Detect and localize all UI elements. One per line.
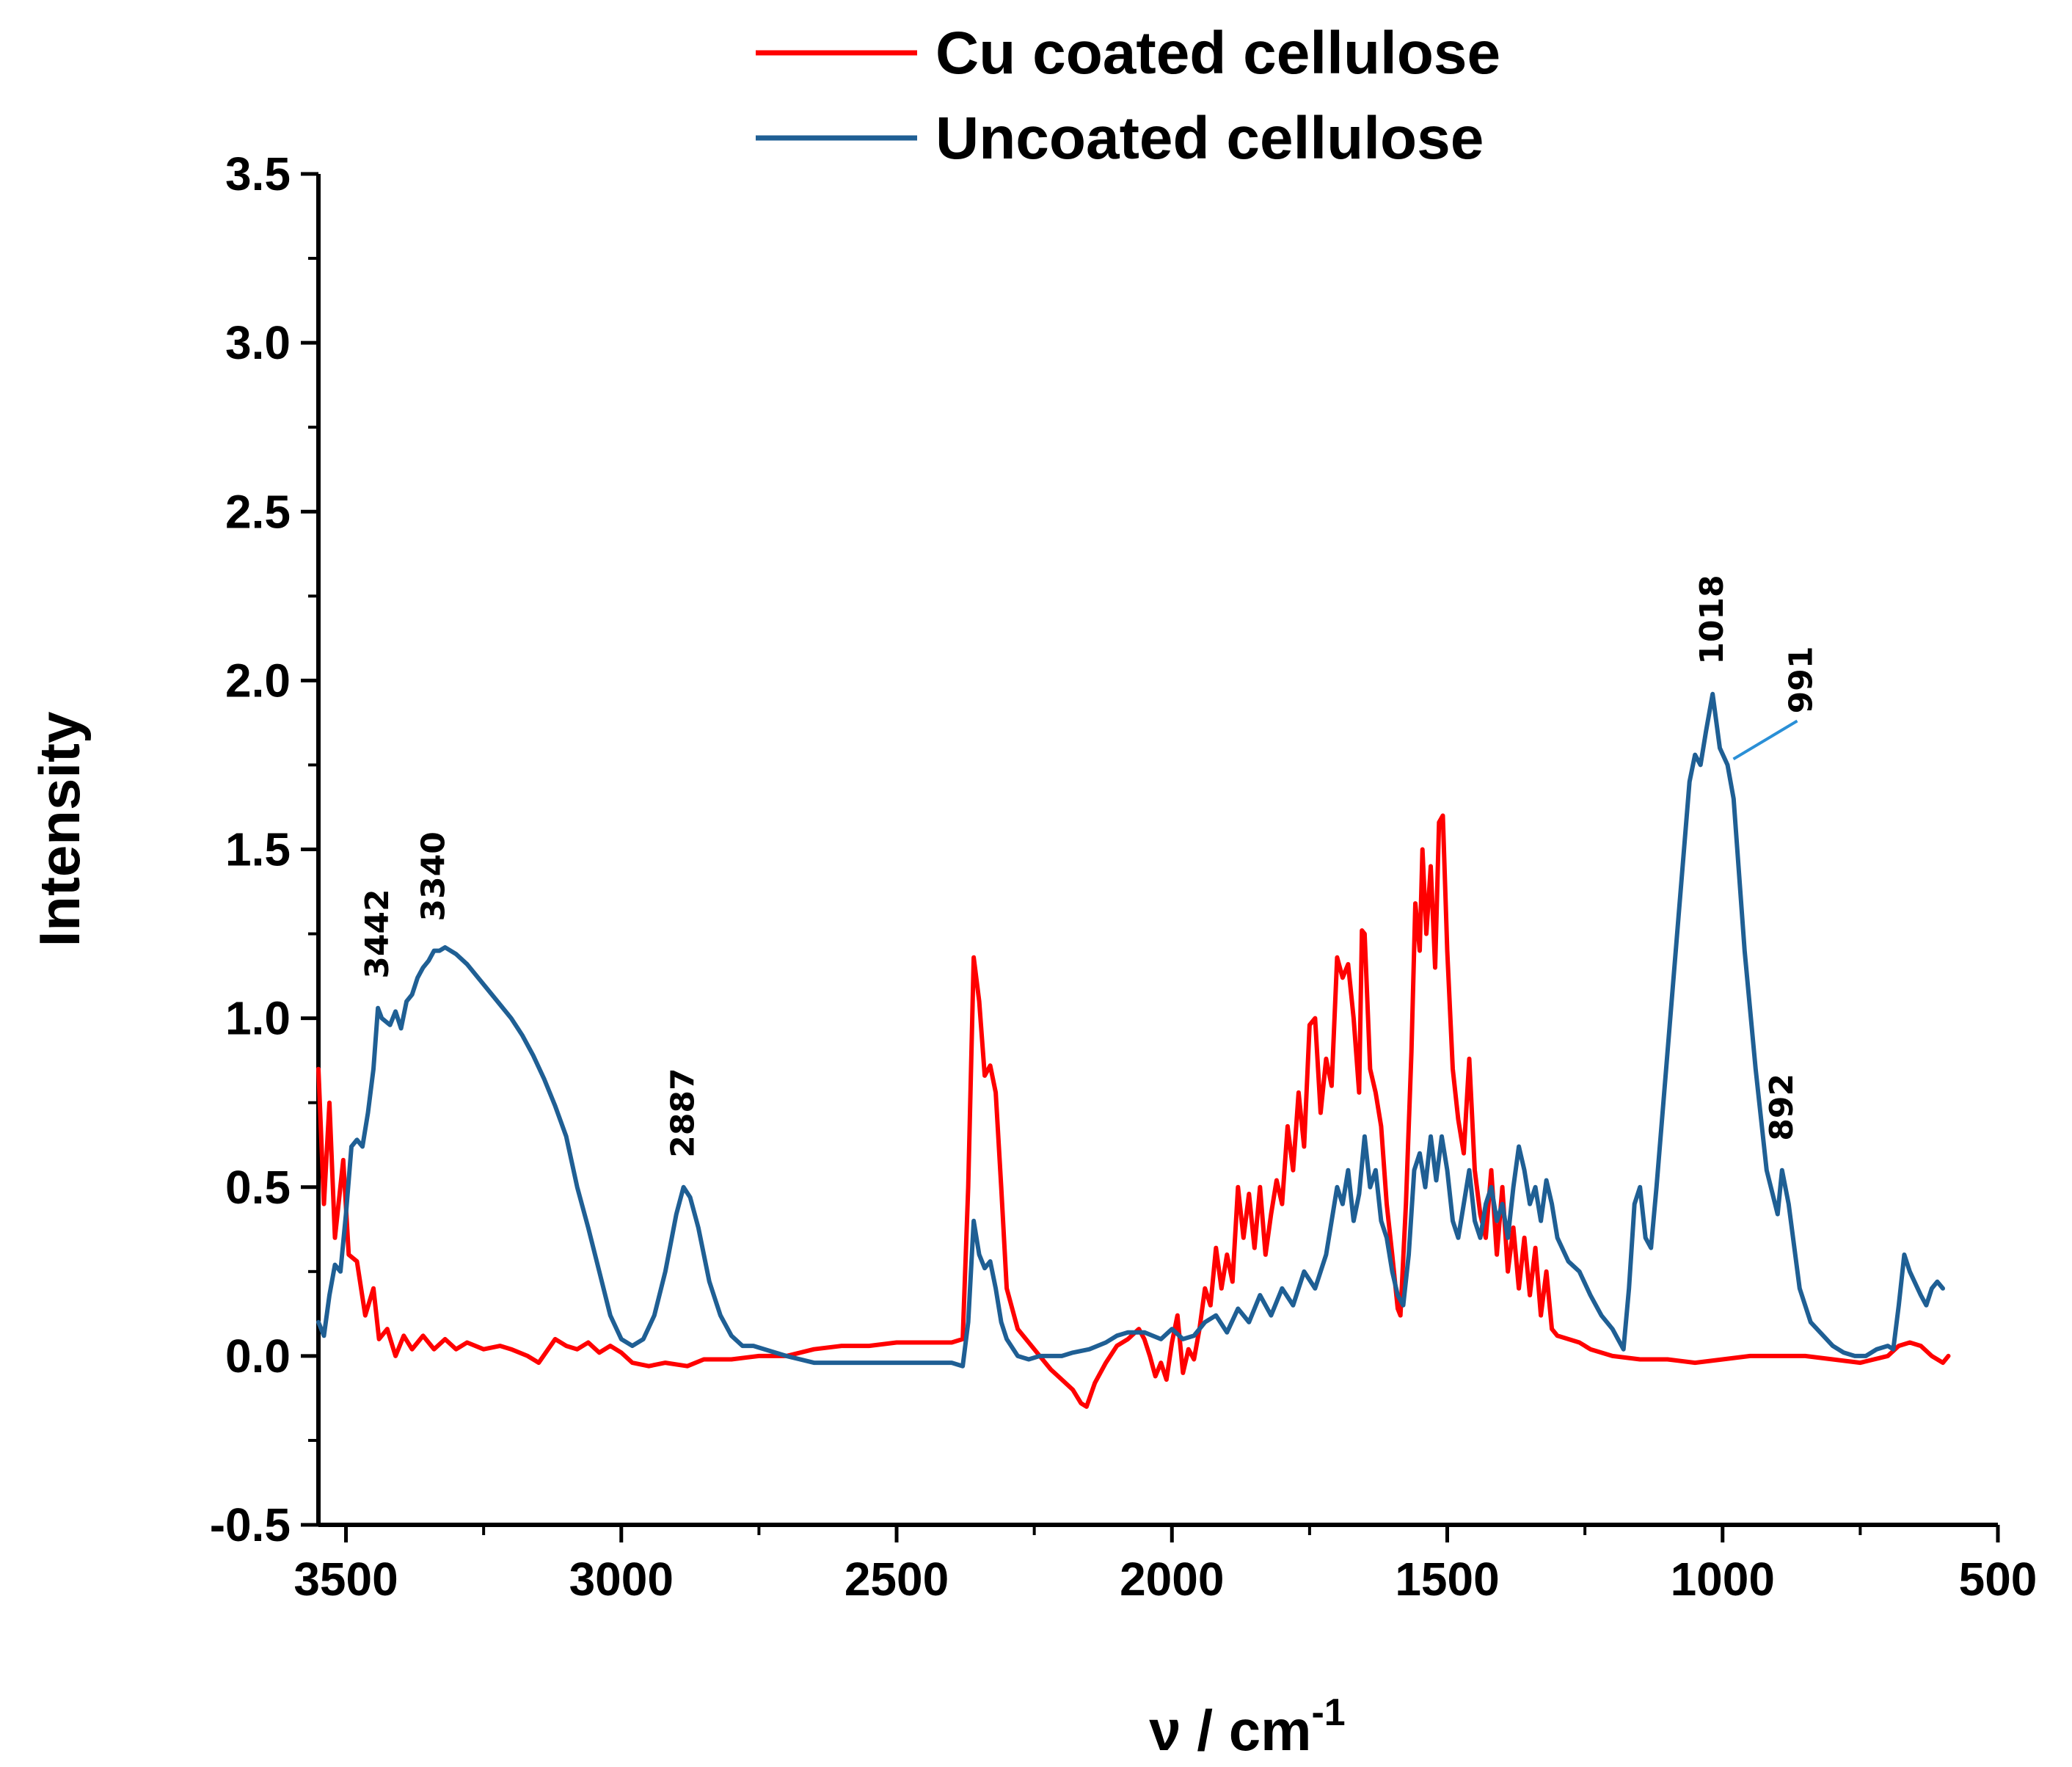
series-line-cu-coated — [316, 813, 1951, 1409]
peak-label-3340: 3340 — [415, 831, 453, 921]
y-tick-label: 3.0 — [225, 316, 291, 369]
peak-label-2887: 2887 — [665, 1068, 702, 1157]
y-tick-label: -0.5 — [210, 1498, 291, 1551]
legend-label-uncoated: Uncoated cellulose — [935, 105, 1484, 172]
peak-label-1018: 1018 — [1693, 575, 1731, 664]
x-tick-label: 1500 — [1395, 1553, 1499, 1606]
x-axis-title: ν / cm-1 — [1149, 1691, 1345, 1763]
peak-label-991: 991 — [1783, 646, 1820, 714]
x-tick-label: 2000 — [1120, 1553, 1224, 1606]
y-tick-label: 1.0 — [225, 992, 291, 1045]
x-tick-label: 500 — [1959, 1553, 2038, 1606]
y-tick-label: 0.0 — [225, 1330, 291, 1382]
legend: Cu coated cellulose Uncoated cellulose — [756, 20, 1500, 172]
x-tick-label: 2500 — [845, 1553, 949, 1606]
y-axis-title: Intensity — [27, 712, 92, 947]
annotation-leader-991 — [1732, 719, 1798, 761]
series-layer — [316, 691, 1951, 1409]
x-axis-title-superscript: -1 — [1311, 1691, 1345, 1734]
peak-label-3442: 3442 — [359, 889, 396, 978]
x-tick-label: 3500 — [293, 1553, 398, 1606]
x-tick-label: 3000 — [569, 1553, 674, 1606]
y-tick-label: 3.5 — [225, 147, 291, 200]
peak-label-892: 892 — [1763, 1074, 1801, 1141]
y-tick-label: 1.5 — [225, 823, 291, 876]
peak-annotations: 3442 3340 2887 1018 991 892 — [359, 575, 1820, 1157]
x-axis-title-main: ν / cm — [1149, 1698, 1311, 1763]
series-line-uncoated — [316, 691, 1945, 1369]
y-tick-label: 2.5 — [225, 485, 291, 538]
y-tick-label: 2.0 — [225, 654, 291, 707]
y-tick-label: 0.5 — [225, 1161, 291, 1214]
legend-label-cu-coated: Cu coated cellulose — [935, 20, 1500, 87]
x-tick-label: 1000 — [1671, 1553, 1775, 1606]
axes: -0.5 0.0 0.5 1.0 1.5 2.0 2.5 3.0 3.5 3500 3000 2500… — [210, 147, 2038, 1606]
